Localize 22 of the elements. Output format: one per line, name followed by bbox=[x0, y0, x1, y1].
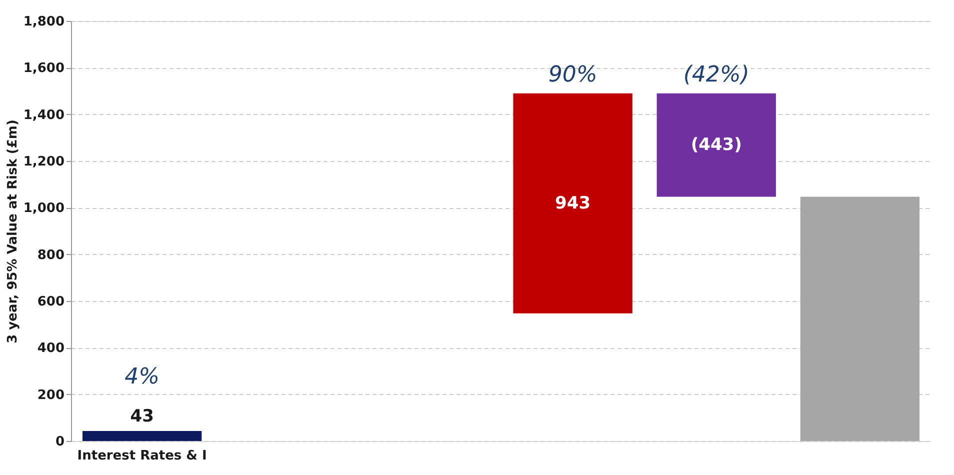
y-tick-label: 1,000 bbox=[23, 201, 64, 216]
y-tick-label: 200 bbox=[37, 388, 64, 403]
y-tick-label: 1,600 bbox=[23, 61, 64, 76]
y-tick-label: 1,400 bbox=[23, 108, 64, 123]
y-tick-label: 800 bbox=[37, 248, 64, 263]
data-label: (443) bbox=[690, 135, 742, 156]
bar bbox=[513, 93, 632, 314]
y-tick-label: 600 bbox=[37, 294, 64, 310]
annotation: (42%) bbox=[683, 62, 750, 88]
y-axis-title: 3 year, 95% Value at Risk (£m) bbox=[5, 120, 20, 344]
y-tick-label: 400 bbox=[37, 341, 64, 356]
data-label: 943 bbox=[555, 193, 591, 214]
y-tick-label: 1,800 bbox=[23, 14, 64, 30]
y-tick-label: 0 bbox=[55, 434, 64, 450]
data-label: 43 bbox=[130, 406, 154, 426]
annotation: 4% bbox=[124, 364, 160, 390]
x-tick-label: Interest Rates & I bbox=[77, 448, 207, 464]
bar bbox=[656, 93, 776, 197]
y-tick-label: 1,200 bbox=[23, 154, 64, 170]
annotation: 90% bbox=[548, 62, 598, 88]
bar bbox=[82, 430, 202, 441]
bar bbox=[800, 196, 920, 441]
